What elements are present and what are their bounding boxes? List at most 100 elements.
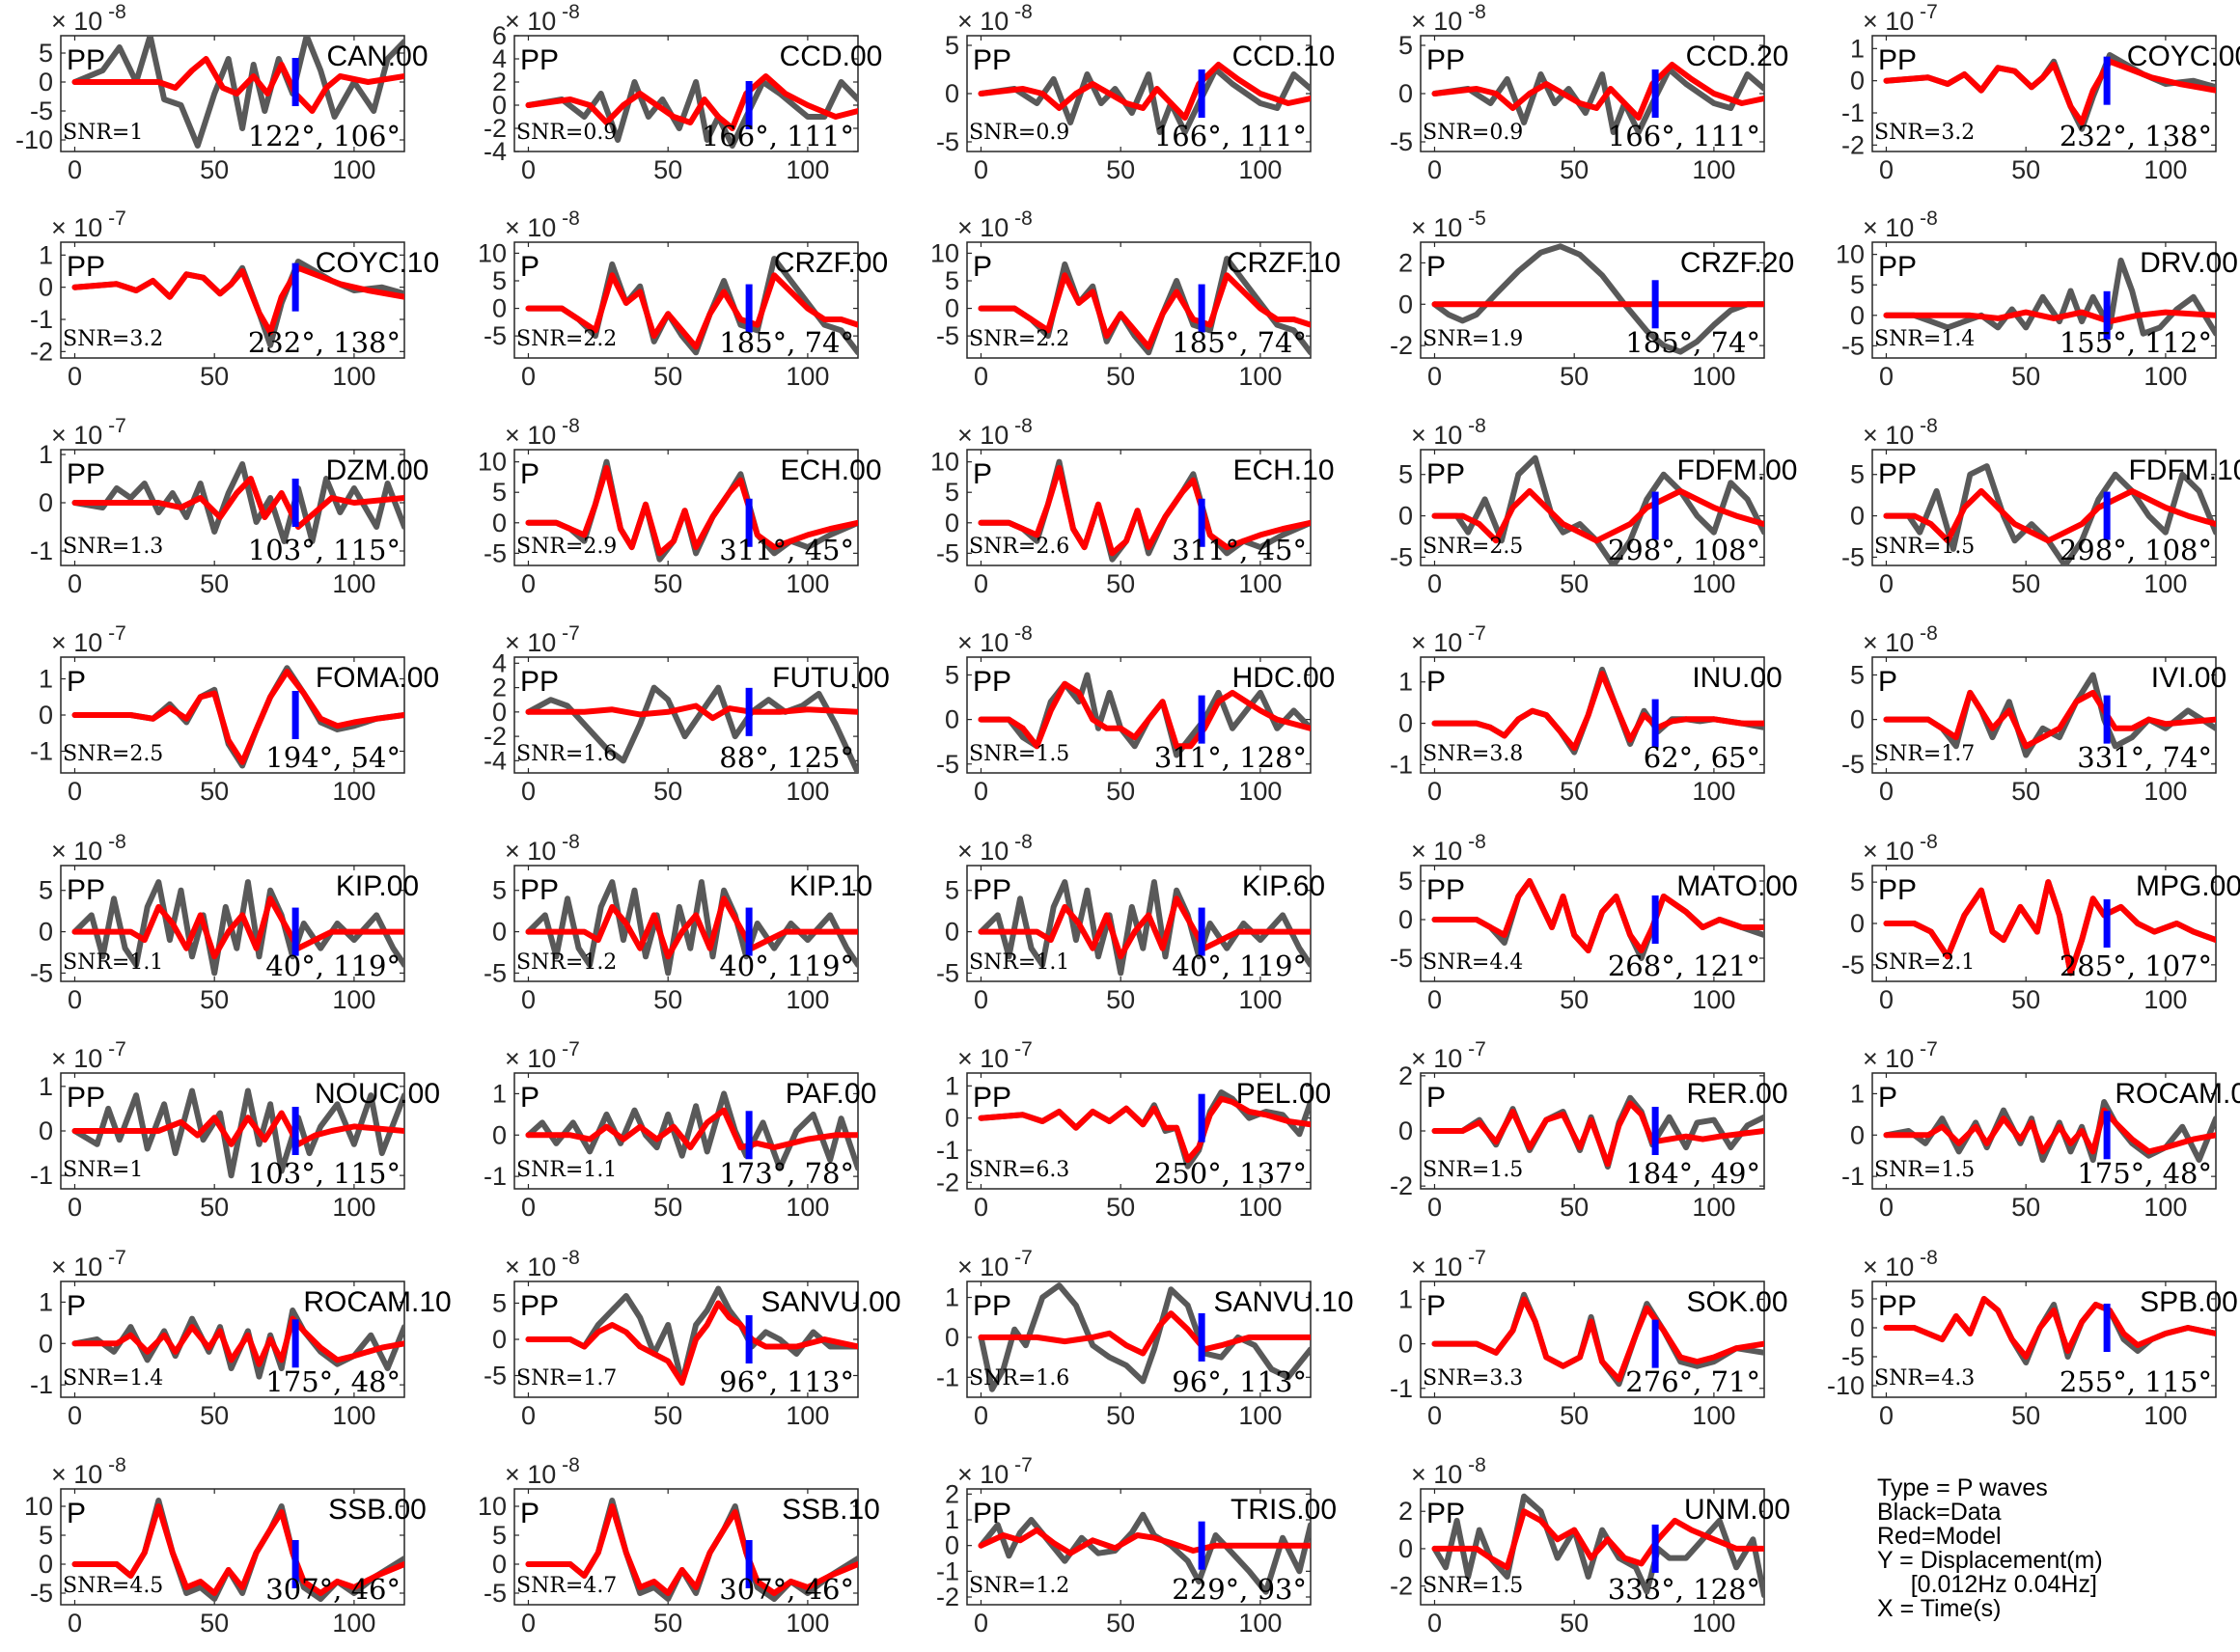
x-tick-label: 50 [653,362,682,391]
y-tick-label: 0 [39,918,53,947]
y-tick-label: 0 [492,698,507,727]
y-tick-label: -5 [936,321,959,350]
phase-label: PP [520,44,559,76]
x-tick-label: 100 [1692,1401,1735,1430]
azimuth-label: 166°, 111° [1608,120,1760,152]
y-tick-label: -5 [936,750,959,779]
x-tick-label: 0 [974,777,988,806]
plot-frame [513,35,859,152]
y-exponent-label: × 10 -7 [51,1247,126,1281]
y-exponent-label: × 10 -7 [505,1038,580,1073]
x-tick-label: 50 [1560,155,1589,184]
station-label: KIP.10 [789,870,872,902]
x-tick-label: 50 [2011,155,2040,184]
y-tick-label: 1 [39,1287,53,1316]
panel-sok-00: 0 50 100 -1 0 1 × 10 -7 P SOK.00 SNR=3.3 276°, 71° [1390,1247,1788,1430]
panel-ivi-00: 0 50 100 -5 0 5 × 10 -8 P IVI.00 SNR=1.7 331°, 74° [1841,622,2226,806]
y-tick-label: 0 [1850,909,1865,938]
phase-label: P [973,251,992,283]
model-trace [1431,878,1764,953]
x-tick-label: 0 [521,1401,536,1430]
legend-model: Red=Model [1877,1523,2002,1550]
y-tick-label: -1 [484,1162,507,1191]
station-label: SANVU.00 [760,1286,900,1318]
azimuth-label: 184°, 49° [1625,1157,1760,1190]
x-tick-label: 0 [68,155,82,184]
y-tick-label: -2 [1841,130,1865,159]
y-tick-label: 5 [39,1521,53,1550]
azimuth-label: 40°, 119° [719,950,854,982]
y-exponent-label: × 10 -8 [1411,415,1486,450]
azimuth-label: 333°, 128° [1608,1573,1760,1606]
y-tick-label: 5 [39,39,53,68]
station-label: SANVU.10 [1213,1286,1353,1318]
y-tick-label: 0 [492,509,507,537]
y-tick-label: -1 [30,1161,53,1190]
phase-label: PP [1878,458,1917,490]
station-label: TRIS.00 [1231,1494,1337,1526]
azimuth-label: 232°, 138° [248,326,401,359]
x-tick-label: 0 [1427,1193,1442,1222]
y-tick-label: 0 [945,1104,959,1133]
model-trace [978,1527,1311,1556]
snr-label: SNR=1.1 [63,950,163,975]
phase-label: P [973,458,992,490]
station-label: CAN.00 [326,41,428,72]
phase-label: P [67,1290,86,1322]
y-exponent-label: × 10 -8 [1863,415,1938,450]
model-trace [525,1107,858,1151]
arrival-marker [1198,1312,1205,1362]
x-tick-label: 50 [653,155,682,184]
x-tick-label: 100 [2143,155,2187,184]
plot-frame [1420,1280,1765,1398]
x-tick-label: 0 [68,1193,82,1222]
x-tick-label: 0 [1879,1193,1894,1222]
station-label: FOMA.00 [316,662,439,694]
y-tick-label: 2 [1398,1061,1413,1090]
x-tick-label: 50 [200,777,229,806]
plot-frame [60,449,405,566]
x-tick-label: 100 [786,569,829,598]
arrival-marker [1198,69,1205,118]
azimuth-label: 331°, 74° [2077,741,2212,774]
model-trace [71,895,404,960]
model-trace [978,272,1311,350]
panel-coyc-10: 0 50 100 -2 -1 0 1× 10 -7 PP COYC.10 SNR=3.2 232°,… [30,207,439,391]
y-tick-label: 2 [1398,1497,1413,1526]
snr-label: SNR=4.5 [63,1574,163,1598]
station-label: PAF.00 [786,1078,877,1110]
y-tick-label: -5 [936,958,959,987]
phase-label: PP [1426,874,1465,906]
azimuth-label: 298°, 108° [2060,534,2212,566]
y-tick-label: 0 [1850,1313,1865,1342]
arrival-marker [291,907,299,956]
arrival-marker [2103,1111,2111,1160]
panel-fdfm-00: 0 50 100 -5 0 5 × 10 -8 PP FDFM.00 SNR=2.5 298°, 1… [1390,415,1798,598]
model-trace [978,680,1311,750]
x-tick-label: 50 [200,569,229,598]
phase-label: P [520,1082,539,1114]
y-tick-label: -5 [1841,750,1865,779]
panel-nouc-00: 0 50 100 -1 0 1× 10 -7 PP NOUC.00 SNR=1 103°, 115… [30,1038,440,1222]
arrival-marker [745,687,753,736]
station-label: PEL.00 [1236,1078,1331,1110]
x-tick-label: 100 [1238,1609,1282,1638]
y-exponent-label: × 10 -8 [51,1,126,36]
y-tick-label: 1 [39,665,53,694]
station-label: CRZF.00 [774,247,888,279]
azimuth-label: 103°, 115° [248,534,401,566]
snr-label: SNR=1 [63,121,143,145]
y-tick-label: 5 [1850,460,1865,489]
model-trace [1883,879,2216,977]
model-trace [978,895,1311,960]
snr-label: SNR=0.9 [969,121,1069,145]
x-tick-label: 0 [68,1401,82,1430]
arrival-marker [1198,907,1205,956]
y-tick-label: 0 [39,488,53,517]
x-tick-label: 50 [2011,777,2040,806]
snr-label: SNR=4.4 [1423,950,1523,975]
y-tick-label: 2 [945,1479,959,1508]
x-tick-label: 0 [521,1609,536,1638]
y-tick-label: 1 [1850,34,1865,63]
